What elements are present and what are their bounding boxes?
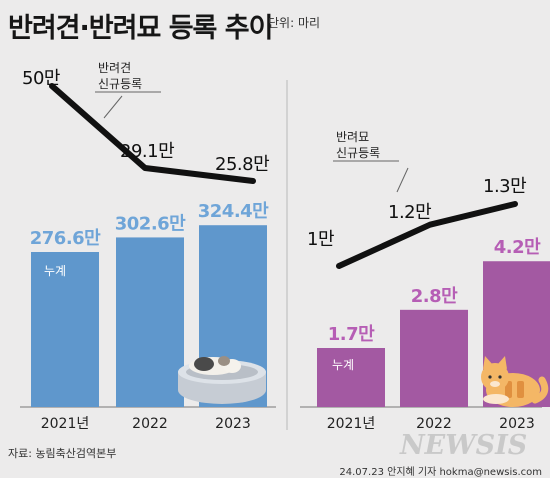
right-line-value-label-0: 1만	[307, 229, 334, 250]
left-bar-value-label-1: 302.6만	[115, 213, 186, 234]
right-category-label-0: 2021년	[327, 416, 376, 432]
right-category-label-2: 2023	[499, 416, 535, 432]
credit-line: 24.07.23 안지혜 기자 hokma@newsis.com	[339, 467, 542, 478]
left-bar-value-label-0: 276.6만	[30, 228, 101, 249]
left-category-label-2: 2023	[215, 416, 251, 432]
left-category-label-1: 2022	[132, 416, 168, 432]
left-bar-1	[116, 237, 184, 407]
svg-text:신규등록: 신규등록	[336, 146, 380, 160]
right-bar-1	[400, 309, 468, 407]
right-line-value-label-2: 1.3만	[483, 176, 526, 197]
right-bar-0	[317, 348, 385, 407]
page-title: 반려견·반려묘 등록 추이	[8, 13, 273, 44]
right-line-name-leader	[396, 167, 409, 193]
right-line-value-label-1: 1.2만	[388, 202, 431, 223]
left-trend-line	[49, 83, 256, 184]
left-bar-0	[31, 252, 99, 407]
dog-illustration	[178, 356, 266, 404]
cat-illustration	[481, 356, 549, 407]
newsis-watermark: NEWSIS	[400, 430, 528, 461]
left-bar-value-label-2: 324.4만	[198, 201, 269, 222]
right-category-label-1: 2022	[416, 416, 452, 432]
right-trend-line	[336, 201, 518, 269]
right-bar-value-label-1: 2.8만	[411, 286, 458, 307]
left-category-label-0: 2021년	[41, 416, 90, 432]
left-line-value-label-2: 25.8만	[215, 154, 269, 175]
left-line-value-label-0: 50만	[22, 68, 60, 89]
unit-label: 단위: 마리	[268, 16, 321, 30]
right-bar-value-label-0: 1.7만	[328, 324, 375, 345]
svg-text:반려견: 반려견	[98, 61, 131, 75]
source-note: 자료: 농림축산검역본부	[8, 447, 117, 460]
left-line-name-leader	[103, 95, 123, 119]
right-bar-value-label-2: 4.2만	[494, 237, 541, 258]
svg-text:반려묘: 반려묘	[336, 130, 369, 144]
left-series-name-label: 누계	[44, 264, 66, 278]
right-series-name-label: 누계	[332, 358, 354, 372]
left-line-value-label-1: 29.1만	[120, 141, 174, 162]
svg-text:신규등록: 신규등록	[98, 77, 142, 91]
